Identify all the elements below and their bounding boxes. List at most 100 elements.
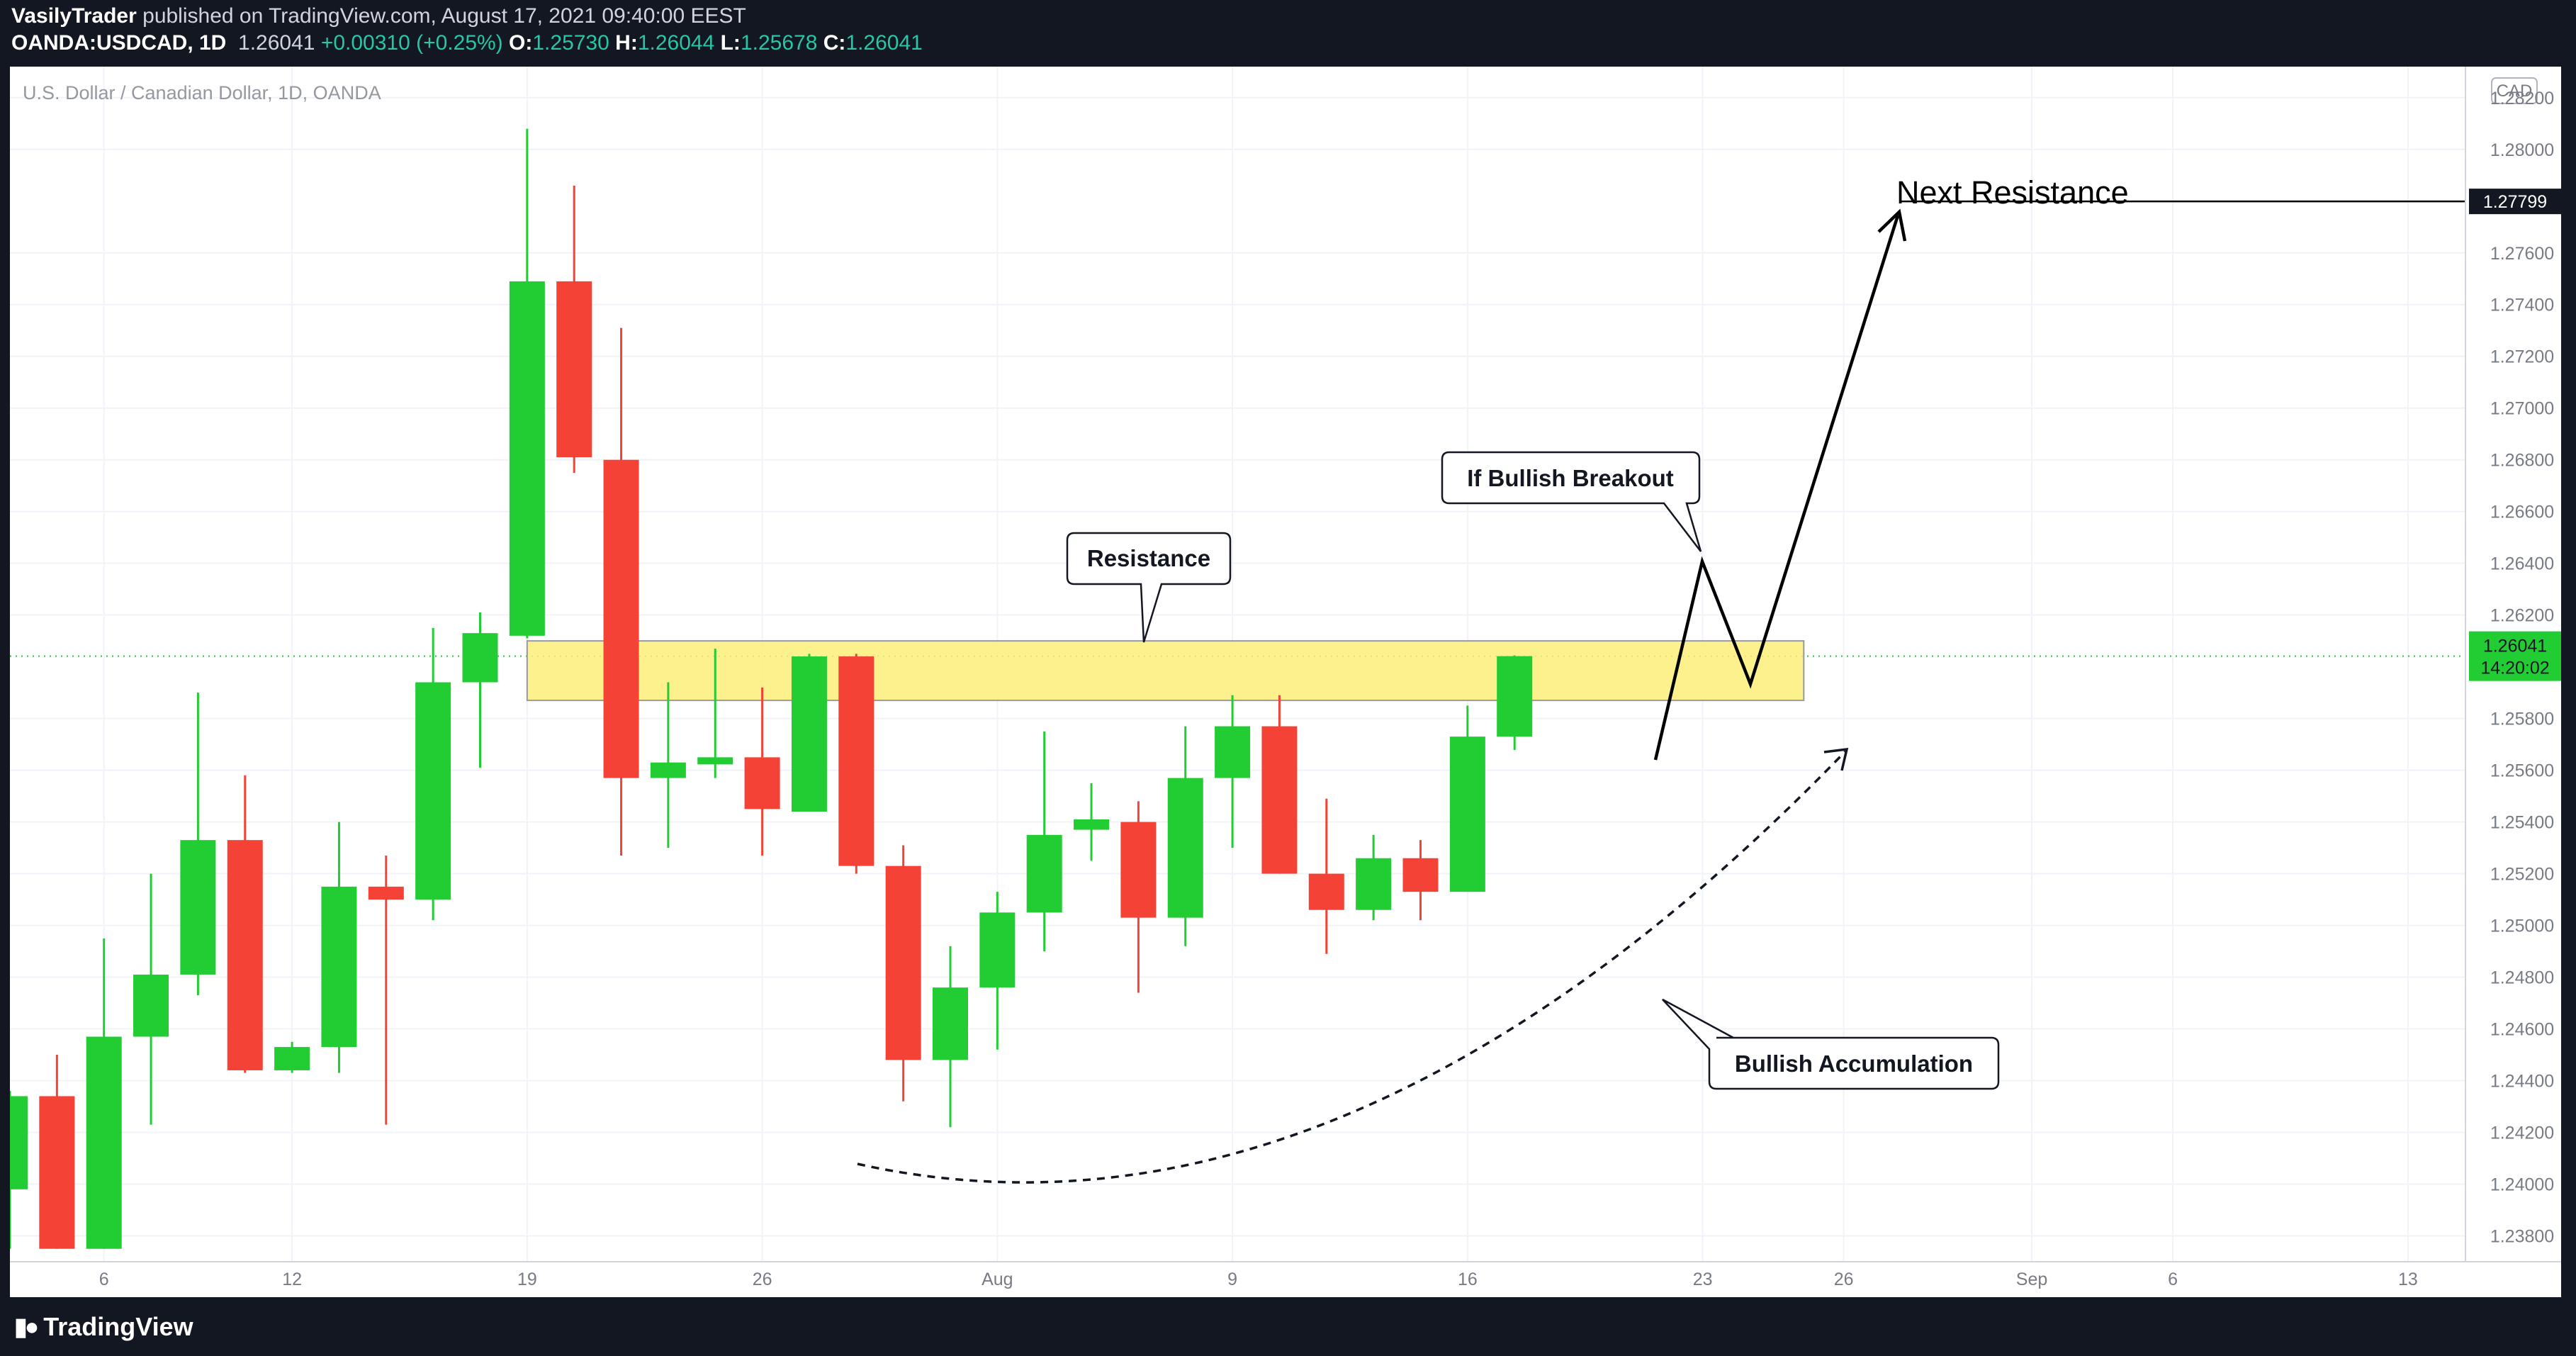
open-value: 1.25730 <box>532 31 609 55</box>
candle[interactable] <box>603 327 639 856</box>
candle[interactable] <box>933 946 968 1128</box>
header-bar: VasilyTrader published on TradingView.co… <box>0 0 2576 67</box>
candle-body <box>1497 656 1533 737</box>
resistance-price-badge <box>2469 189 2561 215</box>
footer-bar: ▮● TradingView <box>0 1297 2576 1356</box>
candle[interactable] <box>1026 731 1062 952</box>
candle-body <box>39 1096 75 1249</box>
candle-body <box>1215 726 1251 778</box>
candle[interactable] <box>509 128 545 639</box>
y-tick-label: 1.24000 <box>2490 1175 2554 1195</box>
candle[interactable] <box>885 845 921 1102</box>
candle-body <box>1402 858 1439 892</box>
candle[interactable] <box>697 649 733 778</box>
candle[interactable] <box>744 687 780 856</box>
candle[interactable] <box>1261 695 1298 874</box>
tradingview-logo-icon: ▮● <box>14 1313 39 1340</box>
high-label: H: <box>615 31 638 55</box>
candle[interactable] <box>1497 655 1533 751</box>
candle[interactable] <box>556 185 592 473</box>
candle[interactable] <box>0 1091 28 1249</box>
y-tick-label: 1.26200 <box>2490 606 2554 626</box>
candle-body <box>838 656 874 866</box>
candle-body <box>744 757 780 809</box>
y-tick-label: 1.24400 <box>2490 1072 2554 1092</box>
y-tick-label: 1.28200 <box>2490 89 2554 108</box>
candle[interactable] <box>791 654 827 812</box>
chart-area[interactable]: Next Resistance Resistance If Bullish Br… <box>0 67 2561 1297</box>
high-value: 1.26044 <box>637 31 715 55</box>
resistance-zone-layer <box>526 640 1805 702</box>
x-tick-label: 26 <box>1834 1270 1854 1289</box>
low-label: L: <box>720 31 741 55</box>
tradingview-logo[interactable]: ▮● TradingView <box>14 1311 193 1343</box>
candle-body <box>462 633 498 683</box>
candle[interactable] <box>86 938 122 1249</box>
publisher-name[interactable]: VasilyTrader <box>11 4 137 28</box>
y-tick-label: 1.24800 <box>2490 968 2554 988</box>
candle[interactable] <box>1120 801 1157 993</box>
candle[interactable] <box>462 612 498 768</box>
projection-path <box>1653 215 1900 761</box>
price-badges: 1.27799 1.26041 14:20:02 <box>2469 189 2561 681</box>
candle-body <box>1074 819 1110 830</box>
accumulation-callout[interactable] <box>1662 998 2000 1090</box>
candle[interactable] <box>415 627 451 921</box>
candle[interactable] <box>321 822 357 1073</box>
breakout-callout[interactable] <box>1441 451 1702 552</box>
candle[interactable] <box>1356 834 1392 921</box>
candle-body <box>180 840 216 975</box>
candle-body <box>1120 822 1157 918</box>
candle[interactable] <box>979 892 1016 1050</box>
y-tick-label: 1.25000 <box>2490 917 2554 936</box>
candle-body <box>509 281 545 636</box>
accumulation-curve <box>857 750 1847 1184</box>
candle-body <box>227 840 263 1070</box>
candle[interactable] <box>368 856 404 1125</box>
accumulation-callout-text: Bullish Accumulation <box>1735 1050 1973 1077</box>
close-label: C: <box>823 31 846 55</box>
tradingview-logo-text: TradingView <box>43 1312 193 1341</box>
candle[interactable] <box>650 682 686 848</box>
y-tick-label: 1.24200 <box>2490 1124 2554 1143</box>
candle[interactable] <box>1074 783 1110 861</box>
currency-badge-text: CAD <box>2497 82 2533 101</box>
y-tick-label: 1.27600 <box>2490 244 2554 264</box>
x-tick-label: Sep <box>2016 1270 2047 1289</box>
candle-body <box>321 886 357 1048</box>
candle[interactable] <box>1167 726 1203 946</box>
y-tick-label: 1.25200 <box>2490 865 2554 885</box>
candle[interactable] <box>1402 840 1439 921</box>
resistance-callout[interactable] <box>1066 532 1232 643</box>
candle[interactable] <box>274 1041 310 1073</box>
x-tick-label: 13 <box>2398 1270 2418 1289</box>
y-tick-label: 1.25600 <box>2490 761 2554 781</box>
annotations-layer: Next Resistance Resistance If Bullish Br… <box>857 174 2465 1184</box>
candle-body <box>1261 726 1298 874</box>
current-price-badge-countdown: 14:20:02 <box>2480 659 2549 678</box>
candle-body <box>1308 873 1344 910</box>
candle[interactable] <box>1308 798 1344 954</box>
candle[interactable] <box>180 693 216 996</box>
y-tick-label: 1.27400 <box>2490 296 2554 315</box>
y-tick-label: 1.28000 <box>2490 140 2554 160</box>
candle-body <box>86 1036 122 1249</box>
accumulation-arrowhead <box>1823 747 1849 771</box>
candle[interactable] <box>838 654 874 874</box>
y-tick-label: 1.24600 <box>2490 1020 2554 1040</box>
candle[interactable] <box>1449 705 1485 892</box>
candle[interactable] <box>227 775 263 1073</box>
candle[interactable] <box>39 1055 75 1249</box>
candlestick-chart[interactable]: Next Resistance Resistance If Bullish Br… <box>0 67 2561 1297</box>
x-tick-label: 23 <box>1693 1270 1713 1289</box>
candle-body <box>133 974 169 1037</box>
candle-body <box>1449 736 1485 892</box>
candle[interactable] <box>133 873 169 1125</box>
axes-layer: CAD 1.282001.280001.276001.274001.272001… <box>10 67 2561 1289</box>
candle-body <box>1356 858 1392 910</box>
resistance-zone[interactable] <box>526 640 1805 702</box>
x-tick-label: 9 <box>1227 1270 1237 1289</box>
candle-body <box>0 1096 28 1189</box>
candle[interactable] <box>1215 695 1251 848</box>
symbol-info: OANDA:USDCAD, 1D 1.26041 +0.00310 (+0.25… <box>11 31 923 55</box>
